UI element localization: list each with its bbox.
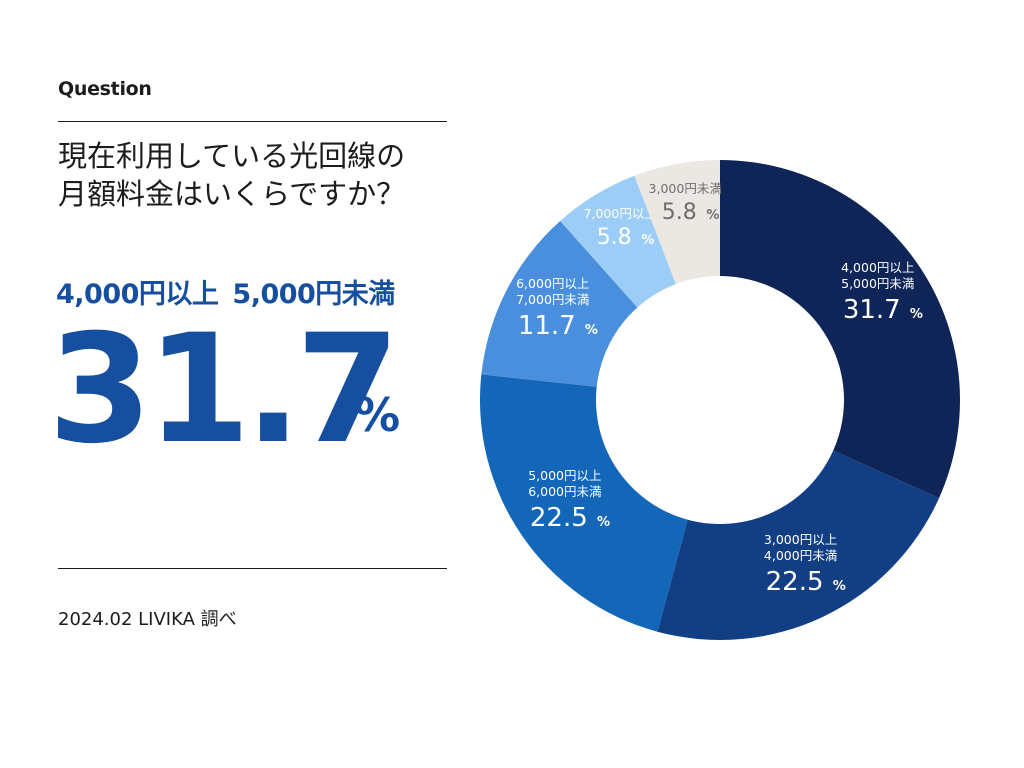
donut-slice-2 <box>480 374 688 632</box>
donut-slice-3 <box>481 220 638 387</box>
highlight-value: 31.7 <box>48 303 400 477</box>
slice-value: 22.5 <box>766 567 824 597</box>
slice-value: 31.7 <box>843 295 901 325</box>
slice-category-line1: 3,000円未満 <box>649 181 722 196</box>
slice-value: 5.8 <box>662 200 697 225</box>
question-line-1: 現在利用している光回線の <box>58 139 406 173</box>
slice-value: 22.5 <box>530 503 588 533</box>
slice-category-line2: 6,000円未満 <box>528 484 601 499</box>
slice-label-4: 7,000円以上 5.8% <box>584 206 657 250</box>
question-line-2: 月額料金はいくらですか？ <box>58 177 406 211</box>
slice-unit: % <box>706 208 719 223</box>
donut-slice-1 <box>657 450 940 640</box>
highlight-unit: % <box>354 388 401 442</box>
top-divider <box>58 121 447 122</box>
slice-unit: % <box>641 233 654 248</box>
slice-unit: % <box>585 323 598 338</box>
slice-unit: % <box>597 515 610 530</box>
slice-value: 5.8 <box>597 225 632 250</box>
donut-slice-0 <box>720 160 960 499</box>
highlight-range-lower: 4,000円以上 <box>56 279 219 310</box>
donut-slice-4 <box>560 175 676 308</box>
question-text: 現在利用している光回線の 月額料金はいくらですか？ <box>58 137 458 213</box>
slice-unit: % <box>910 307 923 322</box>
slice-category-line1: 4,000円以上 <box>841 260 914 275</box>
source-note: 2024.02 LIVIKA 調べ <box>58 609 237 630</box>
slice-category-line2: 7,000円未満 <box>516 292 589 307</box>
donut-slice-5 <box>634 160 720 285</box>
highlight-range-upper: 5,000円未満 <box>232 279 395 310</box>
slice-category-line1: 5,000円以上 <box>528 468 601 483</box>
bottom-divider <box>58 568 447 569</box>
slice-category-line2: 5,000円未満 <box>841 276 914 291</box>
slice-category-line1: 7,000円以上 <box>584 206 657 221</box>
slice-category-line1: 6,000円以上 <box>516 276 589 291</box>
slice-category-line1: 3,000円以上 <box>764 532 837 547</box>
question-label: Question <box>58 78 152 100</box>
slice-category-line2: 4,000円未満 <box>764 548 837 563</box>
slice-label-5: 3,000円未満 5.8% <box>649 181 722 225</box>
slice-value: 11.7 <box>518 311 576 341</box>
slice-unit: % <box>833 579 846 594</box>
highlight-range: 4,000円以上 5,000円未満 <box>56 272 395 311</box>
